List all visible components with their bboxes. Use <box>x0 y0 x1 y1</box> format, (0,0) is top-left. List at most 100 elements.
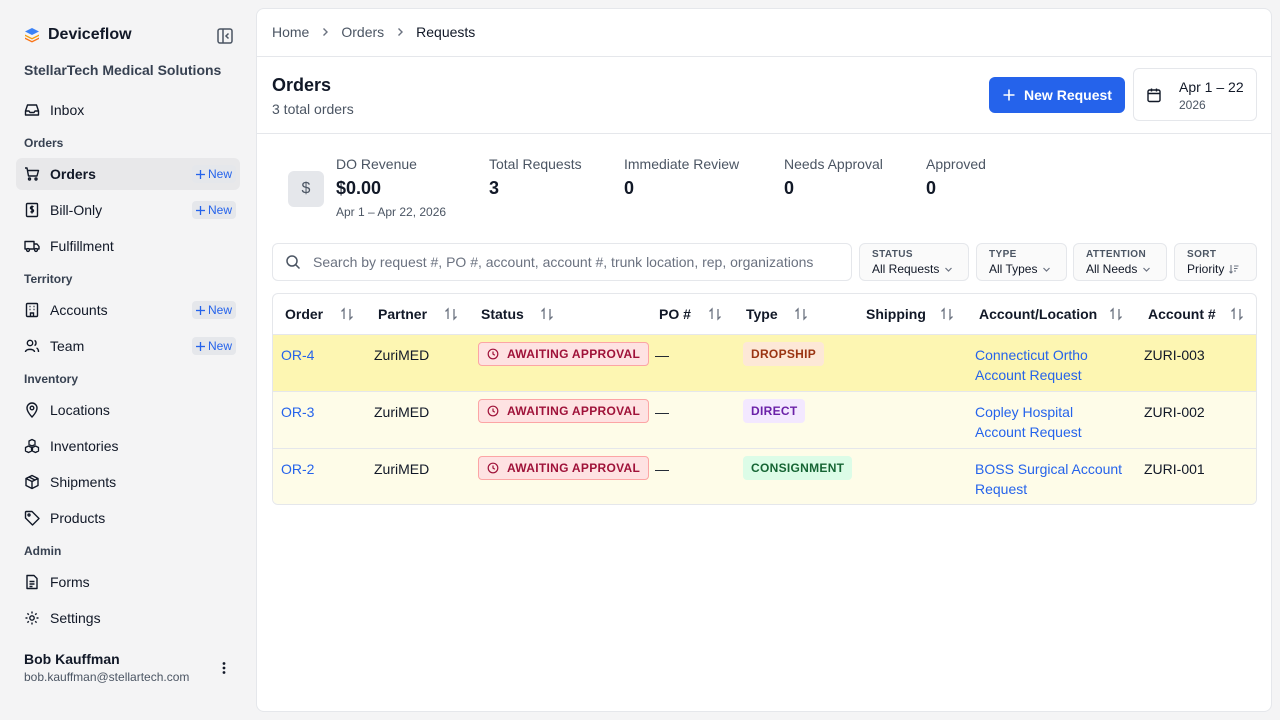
sort-arrows-icon[interactable] <box>793 306 809 322</box>
filter-value: All Requests <box>872 262 940 276</box>
sidebar-collapse-icon[interactable] <box>216 27 234 45</box>
account-number-cell: ZURI-002 <box>1144 404 1205 420</box>
user-profile[interactable]: Bob Kauffman bob.kauffman@stellartech.co… <box>24 651 189 684</box>
users-icon <box>24 338 40 354</box>
kebab-icon[interactable] <box>216 660 232 676</box>
sidebar-item-settings[interactable]: Settings <box>16 602 240 634</box>
sidebar-item-label: Inbox <box>50 102 85 118</box>
account-location-link[interactable]: BOSS Surgical Account Request <box>975 461 1123 497</box>
filter-label: ATTENTION <box>1086 249 1147 260</box>
breadcrumb-home[interactable]: Home <box>272 24 310 40</box>
sidebar-item-locations[interactable]: Locations <box>16 394 240 426</box>
type-filter[interactable]: TYPE All Types <box>976 243 1067 281</box>
nav-section-inventory: Inventory <box>24 372 79 386</box>
filter-value: All Types <box>989 262 1038 276</box>
sidebar-item-label: Inventories <box>50 438 119 454</box>
stat-subtext: Apr 1 – Apr 22, 2026 <box>336 205 447 219</box>
nav-section-admin: Admin <box>24 544 62 558</box>
column-header-type[interactable]: Type <box>746 306 778 322</box>
chevron-down-icon <box>944 265 953 274</box>
sidebar-item-label: Orders <box>50 166 96 182</box>
status-badge: AWAITING APPROVAL <box>478 342 650 366</box>
account-location-link[interactable]: Copley Hospital Account Request <box>975 404 1082 440</box>
column-header-status[interactable]: Status <box>481 306 524 322</box>
stat-approved: Approved 0 <box>926 156 986 199</box>
clock-icon <box>487 462 499 474</box>
search-input[interactable] <box>313 254 833 270</box>
user-email: bob.kauffman@stellartech.com <box>24 670 190 684</box>
stat-needs-approval: Needs Approval 0 <box>784 156 883 199</box>
sidebar-item-fulfillment[interactable]: Fulfillment <box>16 230 240 262</box>
sidebar-item-shipments[interactable]: Shipments <box>16 466 240 498</box>
inbox-icon <box>24 102 40 118</box>
sidebar-item-label: Locations <box>50 402 110 418</box>
deviceflow-logo-icon <box>24 27 40 43</box>
sort-arrows-icon[interactable] <box>539 306 555 322</box>
sidebar-item-label: Accounts <box>50 302 108 318</box>
organization-name: StellarTech Medical Solutions <box>24 62 222 78</box>
stat-label: Immediate Review <box>624 156 740 172</box>
sidebar-item-forms[interactable]: Forms <box>16 566 240 598</box>
sidebar-item-inbox[interactable]: Inbox <box>16 94 240 126</box>
stat-total-requests: Total Requests 3 <box>489 156 582 199</box>
order-link[interactable]: OR-2 <box>281 461 315 477</box>
column-header-account-number[interactable]: Account # <box>1148 306 1216 322</box>
new-request-button[interactable]: New Request <box>989 77 1125 113</box>
new-order-tag[interactable]: New <box>191 165 236 183</box>
sort-arrows-icon[interactable] <box>1229 306 1245 322</box>
building-icon <box>24 302 40 318</box>
sidebar-item-bill-only[interactable]: Bill-Only New <box>16 194 240 226</box>
package-icon <box>24 474 40 490</box>
file-text-icon <box>24 574 40 590</box>
table-row[interactable]: OR-2 ZuriMED AWAITING APPROVAL — CONSIGN… <box>273 448 1256 504</box>
filter-label: TYPE <box>989 249 1017 260</box>
stat-value: 0 <box>784 178 795 198</box>
search-box[interactable] <box>272 243 852 281</box>
sidebar-item-orders[interactable]: Orders New <box>16 158 240 190</box>
table-row[interactable]: OR-4 ZuriMED AWAITING APPROVAL — DROPSHI… <box>273 334 1256 391</box>
sidebar-item-inventories[interactable]: Inventories <box>16 430 240 462</box>
filter-label: SORT <box>1187 249 1217 260</box>
brand[interactable]: Deviceflow <box>24 26 132 44</box>
new-team-tag[interactable]: New <box>191 337 236 355</box>
stat-value: 0 <box>926 178 937 198</box>
breadcrumb-orders[interactable]: Orders <box>341 24 385 40</box>
sidebar-item-team[interactable]: Team New <box>16 330 240 362</box>
main-panel: Home Orders Requests Orders 3 total orde… <box>256 8 1272 712</box>
account-location-link[interactable]: Connecticut Ortho Account Request <box>975 347 1088 383</box>
sidebar-item-products[interactable]: Products <box>16 502 240 534</box>
column-header-account-location[interactable]: Account/Location <box>979 306 1098 322</box>
sidebar-item-accounts[interactable]: Accounts New <box>16 294 240 326</box>
column-header-po[interactable]: PO # <box>659 306 691 322</box>
new-bill-only-tag[interactable]: New <box>191 201 236 219</box>
sort-selector[interactable]: SORT Priority <box>1174 243 1257 281</box>
type-badge: DIRECT <box>743 399 806 423</box>
date-range-picker[interactable]: Apr 1 – 22 2026 <box>1133 68 1257 121</box>
column-header-partner[interactable]: Partner <box>378 306 428 322</box>
table-row[interactable]: OR-3 ZuriMED AWAITING APPROVAL — DIRECT … <box>273 391 1256 448</box>
plus-icon <box>1002 88 1016 102</box>
sort-arrows-icon[interactable] <box>1108 306 1124 322</box>
boxes-icon <box>24 438 40 454</box>
date-range-value: Apr 1 – 22 <box>1179 79 1244 95</box>
stat-label: Needs Approval <box>784 156 883 172</box>
brand-name: Deviceflow <box>48 26 132 43</box>
sidebar: Deviceflow StellarTech Medical Solutions… <box>0 0 256 720</box>
status-filter[interactable]: STATUS All Requests <box>859 243 969 281</box>
attention-filter[interactable]: ATTENTION All Needs <box>1073 243 1167 281</box>
new-account-tag[interactable]: New <box>191 301 236 319</box>
tag-icon <box>24 510 40 526</box>
breadcrumb-requests: Requests <box>416 24 476 40</box>
sort-arrows-icon[interactable] <box>939 306 955 322</box>
column-header-shipping[interactable]: Shipping <box>866 306 926 322</box>
order-link[interactable]: OR-3 <box>281 404 315 420</box>
user-name: Bob Kauffman <box>24 651 120 667</box>
title-divider <box>257 133 1271 134</box>
sort-arrows-icon[interactable] <box>339 306 355 322</box>
sort-arrows-icon[interactable] <box>707 306 723 322</box>
sort-arrows-icon[interactable] <box>443 306 459 322</box>
cart-icon <box>24 166 40 182</box>
dollar-icon: $ <box>288 171 324 207</box>
order-link[interactable]: OR-4 <box>281 347 315 363</box>
column-header-order[interactable]: Order <box>285 306 324 322</box>
